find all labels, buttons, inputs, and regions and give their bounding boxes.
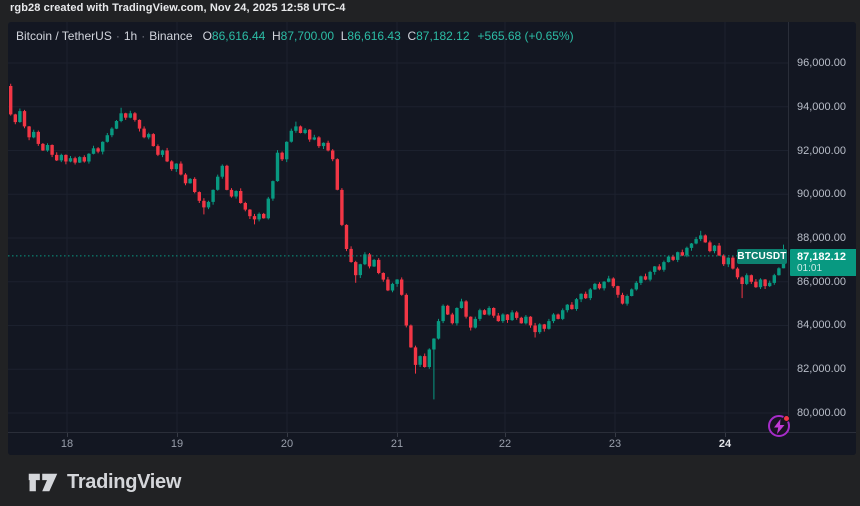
time-tick-mark (505, 433, 506, 437)
high-label: H (271, 29, 281, 43)
low-label: L (340, 29, 348, 43)
time-tick-label: 18 (60, 438, 74, 450)
tradingview-wordmark: TradingView (67, 470, 182, 493)
attribution-text: rgb28 created with TradingView.com, Nov … (10, 2, 346, 14)
open-value: 86,616.44 (211, 29, 266, 43)
time-tick-mark (67, 433, 68, 437)
lightning-icon (774, 419, 785, 434)
price-tick-label: 90,000.00 (797, 188, 846, 201)
time-tick-mark (615, 433, 616, 437)
legend-separator: · (141, 29, 146, 43)
price-tick-label: 94,000.00 (797, 100, 846, 113)
footer-branding[interactable]: TradingView (28, 468, 181, 496)
time-tick-mark (287, 433, 288, 437)
time-tick-mark (397, 433, 398, 437)
price-tick-label: 96,000.00 (797, 57, 846, 69)
price-axis[interactable]: 87,182.12 01:01 96,000.00 94,000.00 92,000… (788, 22, 856, 432)
close-label: C (407, 29, 417, 43)
open-label: O (202, 29, 212, 43)
time-tick-label: 20 (280, 438, 294, 450)
price-tick-label: 84,000.00 (797, 319, 846, 332)
time-axis[interactable]: 18 19 20 21 22 23 24 (8, 432, 856, 455)
price-chart-canvas[interactable] (8, 22, 788, 432)
price-tick-label: 92,000.00 (797, 144, 846, 157)
tradingview-logo-icon (28, 473, 58, 491)
bar-countdown: 01:01 (797, 263, 823, 274)
last-price-value: 87,182.12 (797, 251, 846, 263)
symbol-title[interactable]: Bitcoin / TetherUS (16, 29, 112, 43)
exchange-label: Binance (149, 29, 193, 43)
time-tick-mark (725, 433, 726, 437)
time-tick-label: 23 (608, 438, 622, 450)
change-value: +565.68 (+0.65%) (477, 29, 574, 43)
close-value: 87,182.12 (416, 29, 470, 43)
time-tick-label: 19 (170, 438, 184, 450)
price-tick-label: 86,000.00 (797, 275, 846, 288)
legend-separator: · (115, 29, 120, 43)
price-tick-label: 80,000.00 (797, 406, 846, 419)
time-tick-mark (177, 433, 178, 437)
candlestick-chart (8, 22, 788, 432)
chart-legend: Bitcoin / TetherUS · 1h · Binance O86,616.44 … (16, 29, 574, 43)
time-tick-label: 22 (498, 438, 512, 450)
symbol-price-label: BTCUSDT (737, 249, 787, 264)
low-value: 86,616.43 (347, 29, 401, 43)
time-tick-label: 24 (718, 438, 732, 450)
ohlc-values: O86,616.44 H87,700.00 L86,616.43 C87,182… (203, 29, 470, 43)
quick-actions-button[interactable] (768, 415, 790, 437)
last-price-badge: 87,182.12 01:01 (790, 249, 856, 276)
chart-widget: Bitcoin / TetherUS · 1h · Binance O86,616.44 … (8, 22, 856, 455)
price-tick-label: 88,000.00 (797, 231, 846, 244)
high-value: 87,700.00 (280, 29, 335, 43)
notification-dot (783, 415, 790, 422)
time-tick-label: 21 (390, 438, 404, 450)
price-tick-label: 82,000.00 (797, 363, 846, 376)
interval-label[interactable]: 1h (123, 29, 138, 43)
